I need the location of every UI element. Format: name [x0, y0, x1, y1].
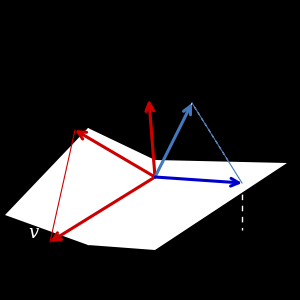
- Polygon shape: [5, 128, 287, 250]
- Text: v: v: [28, 224, 38, 242]
